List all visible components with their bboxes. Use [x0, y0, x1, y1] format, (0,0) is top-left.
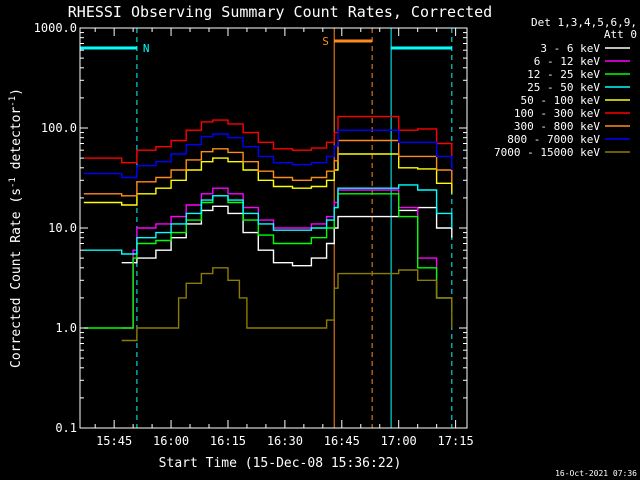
chart-title: RHESSI Observing Summary Count Rates, Co… [68, 3, 492, 21]
legend-label: 100 - 300 keV [514, 107, 600, 120]
legend-header: Att 0 [604, 28, 637, 41]
legend-label: 50 - 100 keV [521, 94, 601, 107]
y-tick-label: 10.0 [48, 221, 77, 235]
series-line [83, 139, 453, 197]
flag-label: N [143, 42, 150, 55]
x-axis-label: Start Time (15-Dec-08 15:36:22) [159, 456, 402, 471]
series-lines [83, 115, 453, 342]
series-line [83, 115, 453, 164]
series-line [83, 184, 453, 255]
legend-header: Det 1,3,4,5,6,9, [531, 16, 637, 29]
x-tick-label: 17:00 [381, 434, 417, 448]
legend-label: 800 - 7000 keV [507, 133, 600, 146]
series-line [83, 153, 453, 206]
legend-label: 12 - 25 keV [527, 68, 600, 81]
timestamp: 16-Oct-2021 07:36 [555, 469, 637, 478]
series-line [83, 129, 453, 179]
axes: 0.1 1.0 10.0 100.0 1000.0 15:45 16:00 16:15 16:3… [34, 21, 474, 448]
time-markers [79, 28, 453, 428]
x-tick-label: 16:45 [324, 434, 360, 448]
legend-label: 25 - 50 keV [527, 81, 600, 94]
x-tick-label: 16:15 [210, 434, 246, 448]
y-axis-label: Corrected Count Rate (s-1 detector-1) [8, 88, 24, 368]
flag-bars: NS [80, 35, 452, 55]
y-tick-label: 0.1 [55, 421, 77, 435]
y-tick-label: 100.0 [41, 121, 77, 135]
series-line [121, 267, 453, 342]
series-line [121, 187, 453, 329]
x-tick-label: 16:30 [267, 434, 303, 448]
y-tick-label: 1000.0 [34, 21, 77, 35]
flag-label: S [322, 35, 329, 48]
x-tick-label: 15:45 [96, 434, 132, 448]
x-tick-label: 16:00 [153, 434, 189, 448]
x-tick-label: 17:15 [438, 434, 474, 448]
series-line [83, 193, 453, 329]
legend-label: 300 - 800 keV [514, 120, 600, 133]
y-tick-label: 1.0 [55, 321, 77, 335]
legend-label: 7000 - 15000 keV [494, 146, 600, 159]
legend-label: 6 - 12 keV [534, 55, 601, 68]
legend-label: 3 - 6 keV [540, 42, 600, 55]
